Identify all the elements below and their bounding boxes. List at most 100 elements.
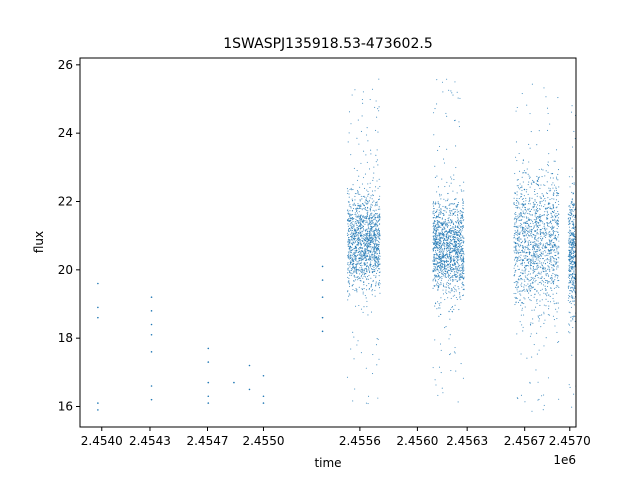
data-point [461,247,463,250]
data-point [437,241,439,243]
data-point [459,293,461,295]
data-point [359,253,361,255]
data-point [449,229,451,231]
data-point [447,257,449,259]
data-point [540,168,543,170]
data-point [356,179,359,181]
data-point [207,381,210,384]
data-point [437,301,439,303]
data-point [436,254,438,257]
data-point [358,238,360,240]
data-point [524,280,526,282]
data-point [374,190,376,192]
data-point [355,250,357,252]
data-point [436,227,438,229]
data-point [541,395,543,397]
data-point [436,236,438,238]
data-point [321,265,324,268]
data-point [548,202,550,204]
data-point [351,229,353,231]
data-point [346,188,349,190]
data-point [553,237,555,239]
data-point [459,235,461,237]
data-point [462,226,464,229]
data-point [435,260,437,262]
data-point [522,326,524,328]
data-point [556,245,558,247]
data-point [552,187,554,189]
data-point [436,261,439,263]
data-point [442,237,444,239]
data-point [535,219,537,221]
data-point [365,221,367,224]
data-point [530,294,532,296]
data-point [437,394,439,396]
data-point [534,212,536,214]
data-point [366,278,368,280]
data-point [457,232,459,234]
data-point [456,238,458,241]
data-point [370,233,372,235]
data-point [357,340,359,342]
data-point [555,221,557,224]
data-point [440,241,442,243]
data-point [534,261,536,263]
data-point [517,279,519,281]
data-point [374,218,376,220]
data-point [461,271,463,273]
x-tick-label: 2.4547 [186,434,228,448]
data-point [375,209,377,211]
data-point [448,251,451,253]
data-point [462,277,464,279]
data-point [458,227,460,230]
data-point [360,225,362,227]
data-point [357,228,360,230]
data-point [366,220,368,222]
data-point [546,242,548,245]
data-point [348,277,350,279]
data-point [446,234,448,236]
data-point [357,222,359,224]
data-point [370,206,372,208]
data-point [537,245,539,247]
data-point [552,256,554,259]
data-point [361,226,363,229]
data-point [574,242,576,244]
data-point [521,198,523,200]
data-point [552,281,554,283]
data-point [547,252,549,255]
data-point [455,255,457,257]
data-point [539,217,542,219]
data-point [449,207,451,209]
data-point [374,247,376,249]
data-point [352,266,354,268]
data-point [574,265,576,267]
data-point [439,258,441,260]
data-point [357,241,359,243]
data-point [556,224,558,226]
data-point [535,306,537,308]
data-point [571,316,573,318]
data-point [546,218,548,220]
chart-title: 1SWASPJ135918.53-473602.5 [223,36,432,52]
data-point [456,230,458,232]
data-point [450,251,452,253]
data-point [523,255,525,257]
data-point [439,271,441,274]
data-point [365,253,367,255]
data-point [515,205,517,207]
data-point [373,233,375,235]
data-point [358,211,360,213]
data-point [452,231,454,233]
data-point [353,358,355,360]
data-point [533,204,535,206]
data-point [552,250,554,252]
data-point [448,282,450,284]
data-point [459,233,462,235]
data-point [454,211,456,213]
data-point [371,220,373,222]
data-point [514,156,517,158]
data-point [368,239,370,241]
data-point [376,213,378,215]
data-point [367,210,369,212]
